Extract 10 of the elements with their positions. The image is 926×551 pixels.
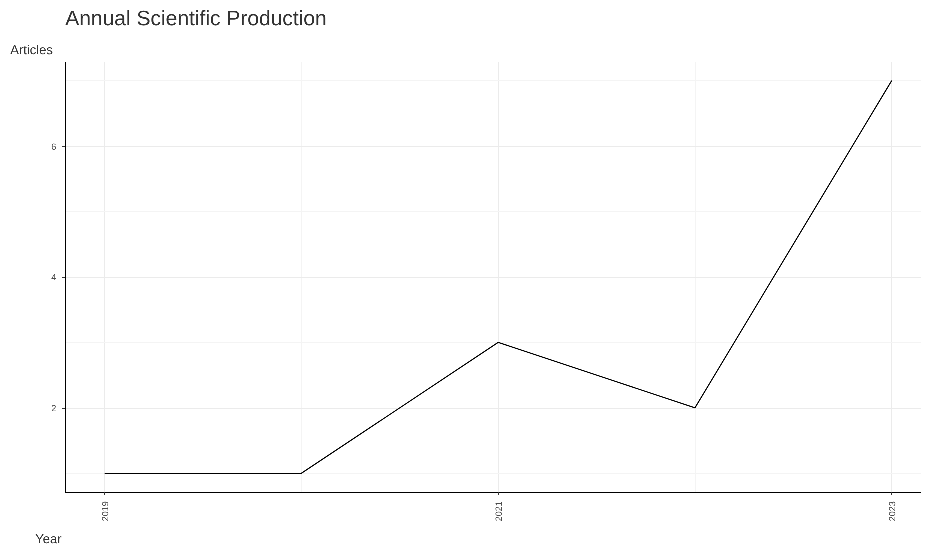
x-tick-label: 2019: [100, 501, 110, 522]
x-tick-label: 2021: [494, 501, 504, 522]
y-tick-label: 6: [51, 142, 57, 152]
chart-title: Annual Scientific Production: [66, 8, 327, 30]
x-axis-title: Year: [36, 532, 62, 546]
line-series: [104, 80, 893, 474]
y-tick-label: 2: [51, 404, 57, 414]
x-tick-label: 2023: [887, 501, 898, 522]
y-axis-title: Articles: [10, 42, 54, 58]
y-tick-label: 4: [51, 272, 57, 283]
